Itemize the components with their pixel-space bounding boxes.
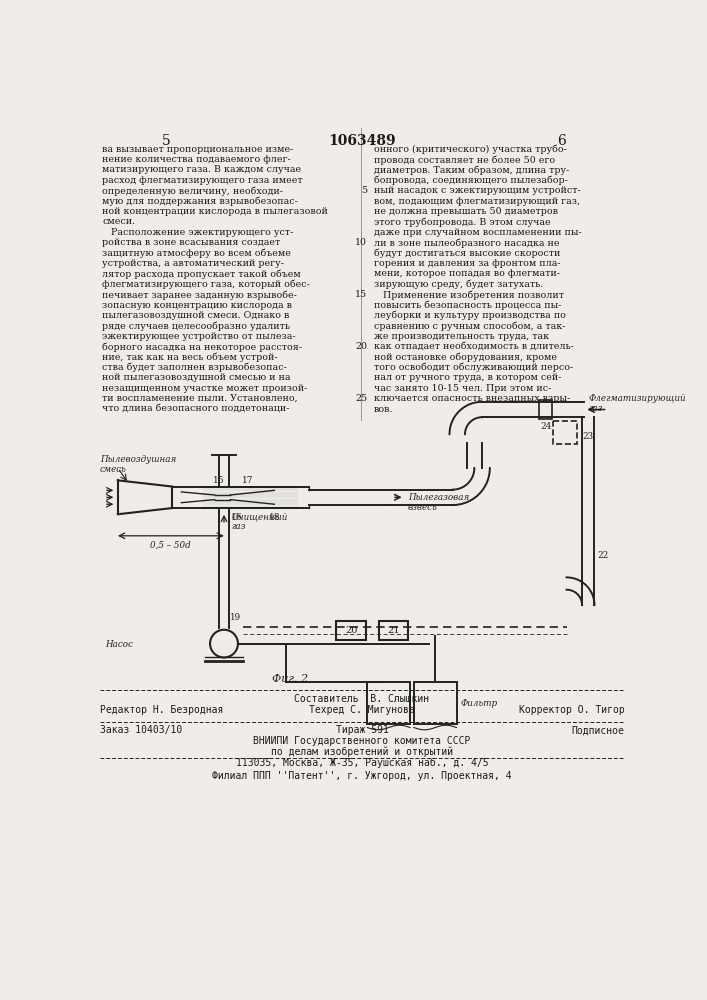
Text: 18: 18 xyxy=(269,513,280,522)
Text: ти воспламенение пыли. Установлено,: ти воспламенение пыли. Установлено, xyxy=(103,394,298,403)
Bar xyxy=(379,621,409,640)
Text: будут достигаться высокие скорости: будут достигаться высокие скорости xyxy=(373,249,560,258)
Text: даже при случайном воспламенении пы-: даже при случайном воспламенении пы- xyxy=(373,228,581,237)
Text: Флегматизирующий: Флегматизирующий xyxy=(588,394,686,403)
Text: газ: газ xyxy=(588,404,602,413)
Text: 22: 22 xyxy=(597,551,609,560)
Text: устройства, а автоматический регу-: устройства, а автоматический регу- xyxy=(103,259,284,268)
Text: зопасную концентрацию кислорода в: зопасную концентрацию кислорода в xyxy=(103,301,292,310)
Text: печивает заранее заданную взрывобе-: печивает заранее заданную взрывобе- xyxy=(103,290,297,300)
Text: ли в зоне пылеобразного насадка не: ли в зоне пылеобразного насадка не xyxy=(373,238,559,248)
Text: определенную величину, необходи-: определенную величину, необходи- xyxy=(103,186,284,196)
Text: матизирующего газа. В каждом случае: матизирующего газа. В каждом случае xyxy=(103,165,301,174)
Text: вов.: вов. xyxy=(373,405,393,414)
Text: Тираж 591: Тираж 591 xyxy=(336,725,388,735)
Text: расход флегматизирующего газа имеет: расход флегматизирующего газа имеет xyxy=(103,176,303,185)
Text: Филиал ППП ''Патент'', г. Ужгород, ул. Проектная, 4: Филиал ППП ''Патент'', г. Ужгород, ул. П… xyxy=(212,771,512,781)
Text: что длина безопасного поддетонаци-: что длина безопасного поддетонаци- xyxy=(103,405,290,414)
Text: час занято 10-15 чел. При этом ис-: час занято 10-15 чел. При этом ис- xyxy=(373,384,551,393)
Text: ный насадок с эжектирующим устройст-: ный насадок с эжектирующим устройст- xyxy=(373,186,580,195)
Text: Корректор О. Тигор: Корректор О. Тигор xyxy=(519,705,625,715)
Text: нал от ручного труда, в котором сей-: нал от ручного труда, в котором сей- xyxy=(373,373,561,382)
Text: Подписное: Подписное xyxy=(572,725,625,735)
Text: 25: 25 xyxy=(355,394,368,403)
Text: бопровода, соединяющего пылезабор-: бопровода, соединяющего пылезабор- xyxy=(373,176,568,185)
Text: защитную атмосферу во всем объеме: защитную атмосферу во всем объеме xyxy=(103,249,291,258)
Text: ной пылегазовоздушной смесью и на: ной пылегазовоздушной смесью и на xyxy=(103,373,291,382)
Bar xyxy=(539,400,552,419)
Text: 0,5 – 50d: 0,5 – 50d xyxy=(150,540,191,549)
Text: Пылегазовая: Пылегазовая xyxy=(408,493,469,502)
Text: же производительность труда, так: же производительность труда, так xyxy=(373,332,549,341)
Text: газ: газ xyxy=(232,522,246,531)
Text: онного (критического) участка трубо-: онного (критического) участка трубо- xyxy=(373,145,566,154)
Text: вом, подающим флегматизирующий газ,: вом, подающим флегматизирующий газ, xyxy=(373,197,580,206)
Text: Фильтр: Фильтр xyxy=(460,699,498,708)
Text: 1063489: 1063489 xyxy=(328,134,396,148)
Text: 15: 15 xyxy=(355,290,368,299)
Text: Техред С. Мигунова: Техред С. Мигунова xyxy=(309,705,415,715)
Text: ВНИИПИ Государственного комитета СССР: ВНИИПИ Государственного комитета СССР xyxy=(253,736,471,746)
Text: по делам изобретений и открытий: по делам изобретений и открытий xyxy=(271,747,453,757)
Text: ние, так как на весь объем устрой-: ние, так как на весь объем устрой- xyxy=(103,353,278,362)
Text: флегматизирующего газа, который обес-: флегматизирующего газа, который обес- xyxy=(103,280,310,289)
Text: эжектирующее устройство от пылеза-: эжектирующее устройство от пылеза- xyxy=(103,332,296,341)
Text: 21: 21 xyxy=(387,626,400,635)
Text: 20: 20 xyxy=(356,342,368,351)
Text: не должна превышать 50 диаметров: не должна превышать 50 диаметров xyxy=(373,207,558,216)
Text: 17: 17 xyxy=(242,476,253,485)
Text: 10: 10 xyxy=(356,238,368,247)
Text: 24: 24 xyxy=(540,422,551,431)
Text: как отпадает необходимость в длитель-: как отпадает необходимость в длитель- xyxy=(373,342,573,351)
Text: Редактор Н. Безродная: Редактор Н. Безродная xyxy=(100,705,223,715)
Text: 5: 5 xyxy=(161,134,170,148)
Text: леуборки и культуру производства по: леуборки и культуру производства по xyxy=(373,311,566,320)
Text: борного насадка на некоторое расстоя-: борного насадка на некоторое расстоя- xyxy=(103,342,303,352)
Text: нение количества подаваемого флег-: нение количества подаваемого флег- xyxy=(103,155,291,164)
Text: ряде случаев целесообразно удалить: ряде случаев целесообразно удалить xyxy=(103,321,291,331)
Bar xyxy=(414,682,457,724)
Text: Очищенный: Очищенный xyxy=(232,512,288,521)
Text: диаметров. Таким образом, длина тру-: диаметров. Таким образом, длина тру- xyxy=(373,165,569,175)
Text: 23: 23 xyxy=(582,432,593,441)
Bar xyxy=(554,421,577,444)
Text: смеси.: смеси. xyxy=(103,217,136,226)
Text: мую для поддержания взрывобезопас-: мую для поддержания взрывобезопас- xyxy=(103,197,298,206)
Text: 6: 6 xyxy=(556,134,566,148)
Text: ва вызывает пропорциональное изме-: ва вызывает пропорциональное изме- xyxy=(103,145,293,154)
Text: ства будет заполнен взрывобезопас-: ства будет заполнен взрывобезопас- xyxy=(103,363,287,372)
Bar xyxy=(337,621,366,640)
Text: зирующую среду, будет затухать.: зирующую среду, будет затухать. xyxy=(373,280,543,289)
Text: ройства в зоне всасывания создает: ройства в зоне всасывания создает xyxy=(103,238,281,247)
Text: 15: 15 xyxy=(213,476,224,485)
Text: провода составляет не более 50 его: провода составляет не более 50 его xyxy=(373,155,555,165)
Text: ной остановке оборудования, кроме: ной остановке оборудования, кроме xyxy=(373,353,556,362)
Text: ключается опасность внезапных взры-: ключается опасность внезапных взры- xyxy=(373,394,570,403)
Text: сравнению с ручным способом, а так-: сравнению с ручным способом, а так- xyxy=(373,321,565,331)
Text: мени, которое попадая во флегмати-: мени, которое попадая во флегмати- xyxy=(373,269,559,278)
Text: Насос: Насос xyxy=(105,640,134,649)
Text: Заказ 10403/10: Заказ 10403/10 xyxy=(100,725,182,735)
Text: Составитель  В. Слышкин: Составитель В. Слышкин xyxy=(294,694,430,704)
Text: 5: 5 xyxy=(361,186,368,195)
Text: Расположение эжектирующего уст-: Расположение эжектирующего уст- xyxy=(103,228,293,237)
Bar xyxy=(368,682,410,724)
Text: 20: 20 xyxy=(345,626,357,635)
Text: лятор расхода пропускает такой объем: лятор расхода пропускает такой объем xyxy=(103,269,301,279)
Text: горения и давления за фронтом пла-: горения и давления за фронтом пла- xyxy=(373,259,560,268)
Text: 19: 19 xyxy=(230,613,241,622)
Text: Фиг. 2: Фиг. 2 xyxy=(271,674,308,684)
Text: 113035, Москва, Ж-35, Раушская наб., д. 4/5: 113035, Москва, Ж-35, Раушская наб., д. … xyxy=(235,758,489,768)
Text: Пылевоздушная: Пылевоздушная xyxy=(100,455,176,464)
Text: этого трубопровода. В этом случае: этого трубопровода. В этом случае xyxy=(373,217,550,227)
Text: повысить безопасность процесса пы-: повысить безопасность процесса пы- xyxy=(373,301,561,310)
Text: взвесь: взвесь xyxy=(408,503,438,512)
Text: смесь: смесь xyxy=(100,465,127,474)
Text: ной концентрации кислорода в пылегазовой: ной концентрации кислорода в пылегазовой xyxy=(103,207,328,216)
Text: пылегазовоздушной смеси. Однако в: пылегазовоздушной смеси. Однако в xyxy=(103,311,290,320)
Text: незащищенном участке может произой-: незащищенном участке может произой- xyxy=(103,384,308,393)
Text: Применение изобретения позволит: Применение изобретения позволит xyxy=(373,290,563,300)
Text: 16: 16 xyxy=(231,513,243,522)
Text: того освободит обслуживающий персо-: того освободит обслуживающий персо- xyxy=(373,363,573,372)
